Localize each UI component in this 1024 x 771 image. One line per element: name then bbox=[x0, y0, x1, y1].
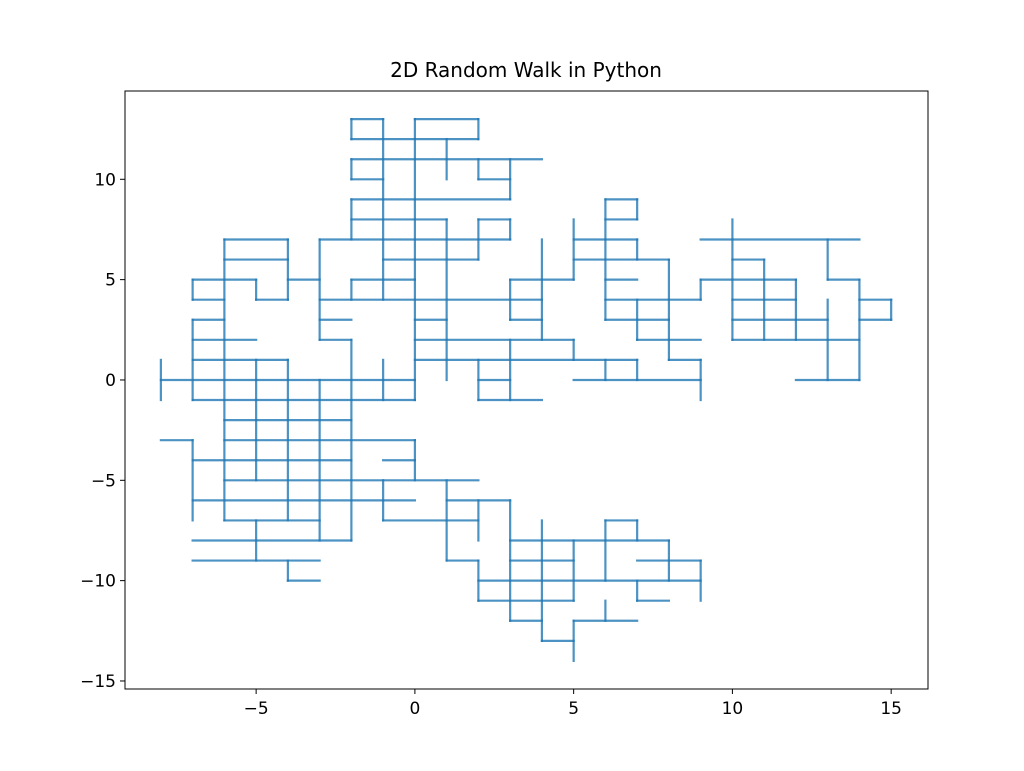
y-tick-label: 10 bbox=[94, 170, 116, 190]
y-tick-label: −5 bbox=[91, 471, 116, 491]
x-tick-label: 10 bbox=[722, 699, 744, 719]
y-tick-label: 5 bbox=[105, 271, 116, 291]
x-axis: −5 0 5 10 15 bbox=[244, 689, 902, 719]
y-tick-label: −10 bbox=[80, 572, 116, 592]
x-tick-label: 0 bbox=[409, 699, 420, 719]
x-tick-label: −5 bbox=[244, 699, 269, 719]
y-tick-label: 0 bbox=[105, 371, 116, 391]
axes-frame bbox=[124, 90, 929, 690]
y-axis: −15 −10 −5 0 5 10 bbox=[80, 170, 125, 692]
chart-title: 2D Random Walk in Python bbox=[390, 58, 662, 82]
walk-path bbox=[159, 117, 893, 663]
x-tick-label: 15 bbox=[880, 699, 902, 719]
x-tick-label: 5 bbox=[568, 699, 579, 719]
y-tick-label: −15 bbox=[80, 672, 116, 692]
